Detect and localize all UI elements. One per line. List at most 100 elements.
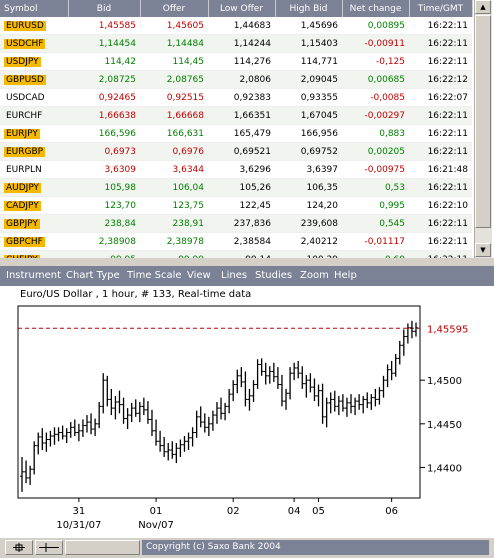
x-tick-label: 05: [312, 506, 325, 517]
plot-area: [17, 305, 421, 499]
table-row[interactable]: EURUSD 1,45585 1,45605 1,44683 1,45696 0,0089…: [0, 17, 472, 35]
time-cell: 16:22:11: [409, 17, 472, 35]
table-row[interactable]: GBPUSD 2,08725 2,08765 2,0806 2,09045 0,00685…: [0, 70, 472, 89]
table-row[interactable]: USDCAD 0,92465 0,92515 0,92383 0,93355 -0,008…: [0, 88, 472, 107]
bid-cell: 2,08725: [68, 70, 140, 89]
column-header-high-bid[interactable]: High Bid: [275, 0, 343, 17]
crosshair-icon[interactable]: [35, 540, 63, 555]
symbol-cell: GBPUSD: [0, 70, 68, 89]
column-header-bid[interactable]: Bid: [68, 0, 141, 17]
vertical-scrollbar[interactable]: ▲ ▼: [474, 0, 492, 258]
column-header-symbol[interactable]: Symbol: [0, 0, 69, 17]
symbol-label: CHFJPY: [4, 254, 40, 258]
offer-cell: 1,66668: [140, 106, 208, 125]
menu-time-scale[interactable]: Time Scale: [127, 270, 182, 281]
x-tick-date-label: Nov/07: [138, 520, 174, 531]
bottom-toolbar: Copyright (c) Saxo Bank 2004: [0, 538, 494, 558]
time-cell: 16:22:11: [409, 106, 472, 125]
high-bid-cell: 0,93355: [275, 88, 342, 107]
offer-cell: 106,04: [140, 178, 208, 197]
bid-cell: 1,66638: [68, 106, 140, 125]
high-bid-cell: 106,35: [275, 178, 342, 197]
toolbar-spacer: [65, 540, 140, 555]
arrow-up-icon[interactable]: ▲: [475, 0, 491, 14]
high-bid-cell: 239,608: [275, 214, 342, 233]
column-header-net-change[interactable]: Net change: [342, 0, 410, 17]
table-row[interactable]: USDJPY 114,42 114,45 114,276 114,771 -0,125 16…: [0, 52, 472, 71]
offer-cell: 114,45: [140, 52, 208, 71]
menu-studies[interactable]: Studies: [255, 270, 293, 281]
table-row[interactable]: EURJPY 166,596 166,631 165,479 166,956 0,883 1…: [0, 124, 472, 143]
bid-cell: 2,38908: [68, 232, 140, 251]
low-offer-cell: 122,45: [208, 196, 275, 215]
symbol-label: USDJPY: [4, 56, 41, 67]
table-row[interactable]: USDCHF 1,14454 1,14484 1,14244 1,15403 -0,009…: [0, 34, 472, 53]
x-tick-label: 04: [288, 506, 301, 517]
chart-panel: Euro/US Dollar , 1 hour, # 133, Real-tim…: [0, 286, 494, 538]
scrollbar-thumb[interactable]: [475, 15, 491, 228]
offer-cell: 2,38978: [140, 232, 208, 251]
pin-icon[interactable]: [5, 540, 33, 555]
symbol-label: USDCAD: [6, 92, 45, 103]
bid-cell: 105,98: [68, 178, 140, 197]
y-tick-label: 1,4450: [427, 420, 462, 431]
high-bid-cell: 1,67045: [275, 106, 342, 125]
low-offer-cell: 114,276: [208, 52, 275, 71]
net-change-cell: 0,69: [342, 250, 409, 258]
menu-chart-type[interactable]: Chart Type: [66, 270, 120, 281]
net-change-cell: -0,125: [342, 52, 409, 71]
x-tick-label: 01: [150, 506, 163, 517]
x-tick-label: 02: [227, 506, 240, 517]
low-offer-cell: 99,14: [208, 250, 275, 258]
net-change-cell: 0,00685: [342, 70, 409, 89]
menu-lines[interactable]: Lines: [221, 270, 248, 281]
time-cell: 16:22:11: [409, 52, 472, 71]
net-change-cell: 0,545: [342, 214, 409, 233]
symbol-label: GBPUSD: [4, 74, 46, 85]
column-header-time[interactable]: Time/GMT: [409, 0, 473, 17]
net-change-cell: 0,00205: [342, 142, 409, 161]
table-row[interactable]: EURCHF 1,66638 1,66668 1,66351 1,67045 -0,002…: [0, 106, 472, 125]
bid-cell: 3,6309: [68, 160, 140, 179]
table-row[interactable]: EURPLN 3,6309 3,6344 3,6296 3,6397 -0,00975 16…: [0, 160, 472, 179]
table-row[interactable]: AUDJPY 105,98 106,04 105,26 106,35 0,53 16:22:…: [0, 178, 472, 197]
column-header-low-offer[interactable]: Low Offer: [208, 0, 276, 17]
table-row[interactable]: GBPJPY 238,84 238,91 237,836 239,608 0,545 16:…: [0, 214, 472, 233]
net-change-cell: 0,00895: [342, 17, 409, 35]
offer-cell: 0,92515: [140, 88, 208, 107]
symbol-cell: EURGBP: [0, 142, 68, 161]
low-offer-cell: 105,26: [208, 178, 275, 197]
high-bid-cell: 2,40212: [275, 232, 342, 251]
net-change-cell: -0,01117: [342, 232, 409, 251]
offer-cell: 2,08765: [140, 70, 208, 89]
time-cell: 16:22:11: [409, 214, 472, 233]
table-row[interactable]: GBPCHF 2,38908 2,38978 2,38584 2,40212 -0,011…: [0, 232, 472, 251]
menu-help[interactable]: Help: [334, 270, 357, 281]
offer-cell: 1,14484: [140, 34, 208, 53]
bid-cell: 0,6973: [68, 142, 140, 161]
symbol-cell: USDJPY: [0, 52, 68, 71]
low-offer-cell: 2,0806: [208, 70, 275, 89]
low-offer-cell: 1,14244: [208, 34, 275, 53]
copyright-text: Copyright (c) Saxo Bank 2004: [142, 540, 489, 555]
menu-instrument[interactable]: Instrument: [6, 270, 62, 281]
low-offer-cell: 2,38584: [208, 232, 275, 251]
column-header-offer[interactable]: Offer: [140, 0, 209, 17]
time-cell: 16:22:11: [409, 124, 472, 143]
price-chart[interactable]: 1,4400 1,4450 1,4500 1,45595 31 10/31/07 01 Nov…: [0, 286, 494, 538]
arrow-down-icon[interactable]: ▼: [475, 243, 491, 257]
table-row[interactable]: CADJPY 123,70 123,75 122,45 124,20 0,995 16:22…: [0, 196, 472, 215]
symbol-label: EURGBP: [4, 146, 46, 157]
bid-cell: 0,92465: [68, 88, 140, 107]
symbol-cell: EURUSD: [0, 17, 68, 35]
symbol-cell: CHFJPY: [0, 250, 68, 258]
table-row[interactable]: EURGBP 0,6973 0,6976 0,69521 0,69752 0,00205 1…: [0, 142, 472, 161]
bid-cell: 114,42: [68, 52, 140, 71]
symbol-label: AUDJPY: [4, 182, 42, 193]
time-cell: 16:22:11: [409, 250, 472, 258]
table-row[interactable]: CHFJPY 99,9599,9999,14100,290,6916:22:11: [0, 250, 472, 258]
high-bid-cell: 100,29: [275, 250, 342, 258]
menu-view[interactable]: View: [187, 270, 211, 281]
symbol-cell: USDCAD: [0, 88, 68, 107]
menu-zoom[interactable]: Zoom: [300, 270, 329, 281]
